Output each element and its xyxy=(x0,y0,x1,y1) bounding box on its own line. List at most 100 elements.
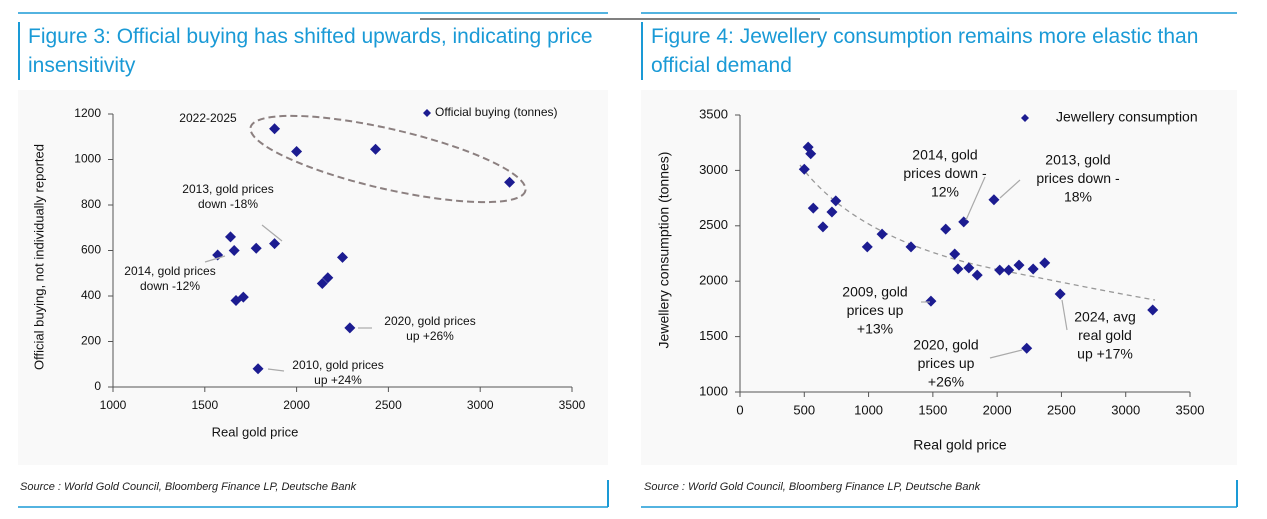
annotation: +26% xyxy=(928,374,964,390)
data-point xyxy=(269,123,281,135)
annotation: 2022-2025 xyxy=(179,111,237,125)
x-tick-label: 3000 xyxy=(1111,402,1140,417)
data-point xyxy=(798,163,810,175)
data-point xyxy=(1147,304,1159,316)
data-point xyxy=(252,363,264,375)
annotation: prices up xyxy=(847,302,904,318)
annotation: real gold xyxy=(1078,327,1132,343)
annotation-leader xyxy=(204,255,226,263)
data-point xyxy=(826,206,838,218)
data-point xyxy=(940,223,952,235)
data-point xyxy=(344,322,356,334)
legend-marker xyxy=(1021,114,1029,122)
figure-title: Figure 4: Jewellery consumption remains … xyxy=(641,22,1221,80)
x-tick-label: 1000 xyxy=(100,398,127,412)
x-axis-label: Real gold price xyxy=(913,437,1007,453)
y-tick-label: 2000 xyxy=(699,273,728,288)
x-tick-label: 500 xyxy=(793,402,815,417)
annotation: up +17% xyxy=(1077,346,1133,362)
data-point xyxy=(807,202,819,214)
y-tick-label: 3000 xyxy=(699,162,728,177)
x-tick-label: 0 xyxy=(736,402,743,417)
annotation-leader xyxy=(965,176,986,221)
data-point xyxy=(250,242,262,254)
annotation: 2009, gold xyxy=(842,284,907,300)
plot-background xyxy=(18,90,608,465)
annotation: 18% xyxy=(1064,189,1092,205)
y-tick-label: 1500 xyxy=(699,328,728,343)
data-point xyxy=(337,251,348,263)
annotation: down -18% xyxy=(198,197,258,211)
legend-label: Jewellery consumption xyxy=(1056,109,1198,125)
data-point xyxy=(269,238,281,250)
highlight-ellipse xyxy=(249,114,527,204)
annotation: 2024, avg xyxy=(1074,309,1136,325)
data-point xyxy=(925,295,937,307)
data-point xyxy=(994,264,1006,276)
data-point xyxy=(1027,263,1039,275)
x-tick-label: 2000 xyxy=(983,402,1012,417)
y-tick-label: 3500 xyxy=(699,106,728,121)
annotation-leader xyxy=(989,349,1023,359)
data-point xyxy=(228,245,240,256)
x-tick-label: 2500 xyxy=(375,398,402,412)
data-point xyxy=(1003,264,1015,276)
data-point xyxy=(291,146,303,158)
annotation-leader xyxy=(999,179,1021,199)
x-tick-label: 1000 xyxy=(854,402,883,417)
data-point xyxy=(949,248,961,260)
annotation: 2014, gold xyxy=(912,147,977,163)
data-point xyxy=(225,231,237,243)
data-point xyxy=(1021,342,1033,354)
legend-label: Official buying (tonnes) xyxy=(435,105,558,119)
annotation: 2010, gold prices xyxy=(292,358,383,372)
y-axis-label: Jewellery consumption (tonnes) xyxy=(656,152,672,349)
data-point xyxy=(370,143,382,155)
data-point xyxy=(963,262,975,274)
x-tick-label: 2500 xyxy=(1047,402,1076,417)
data-point xyxy=(504,176,516,188)
legend-marker xyxy=(423,109,431,117)
x-axis-label: Real gold price xyxy=(212,424,299,439)
annotation-leader xyxy=(267,368,285,372)
y-tick-label: 1000 xyxy=(699,383,728,398)
source-note: Source : World Gold Council, Bloomberg F… xyxy=(20,481,357,493)
y-tick-label: 1200 xyxy=(74,106,101,120)
y-tick-label: 1000 xyxy=(74,152,101,166)
data-point xyxy=(316,277,328,289)
y-tick-label: 2500 xyxy=(699,217,728,232)
annotation: up +24% xyxy=(314,373,362,387)
x-tick-label: 3000 xyxy=(467,398,494,412)
annotation: prices down - xyxy=(1036,170,1120,186)
data-point xyxy=(1013,259,1025,271)
data-point xyxy=(817,221,829,233)
data-point xyxy=(952,263,964,275)
data-point xyxy=(237,291,249,303)
y-tick-label: 800 xyxy=(81,197,101,211)
data-point xyxy=(322,272,334,284)
x-tick-label: 1500 xyxy=(191,398,218,412)
annotation-leader xyxy=(261,224,283,242)
data-point xyxy=(905,241,917,253)
data-point xyxy=(861,241,873,253)
data-point xyxy=(876,228,888,240)
y-tick-label: 600 xyxy=(81,243,101,257)
data-point xyxy=(1039,257,1051,269)
annotation: down -12% xyxy=(140,279,200,293)
x-tick-label: 3500 xyxy=(559,398,586,412)
data-point xyxy=(830,195,842,207)
annotation: prices up xyxy=(918,355,975,371)
x-tick-label: 1500 xyxy=(918,402,947,417)
data-point xyxy=(988,194,1000,206)
annotation: up +26% xyxy=(406,329,454,343)
y-axis-label: Official buying, not individually report… xyxy=(31,144,46,370)
annotation: 2014, gold prices xyxy=(124,264,215,278)
x-tick-label: 2000 xyxy=(283,398,310,412)
annotation: 2013, gold prices xyxy=(182,182,273,196)
x-tick-label: 3500 xyxy=(1176,402,1205,417)
figure-title: Figure 3: Official buying has shifted up… xyxy=(18,22,603,80)
annotation: 12% xyxy=(931,184,959,200)
y-tick-label: 0 xyxy=(94,379,101,393)
annotation: 2013, gold xyxy=(1045,152,1110,168)
